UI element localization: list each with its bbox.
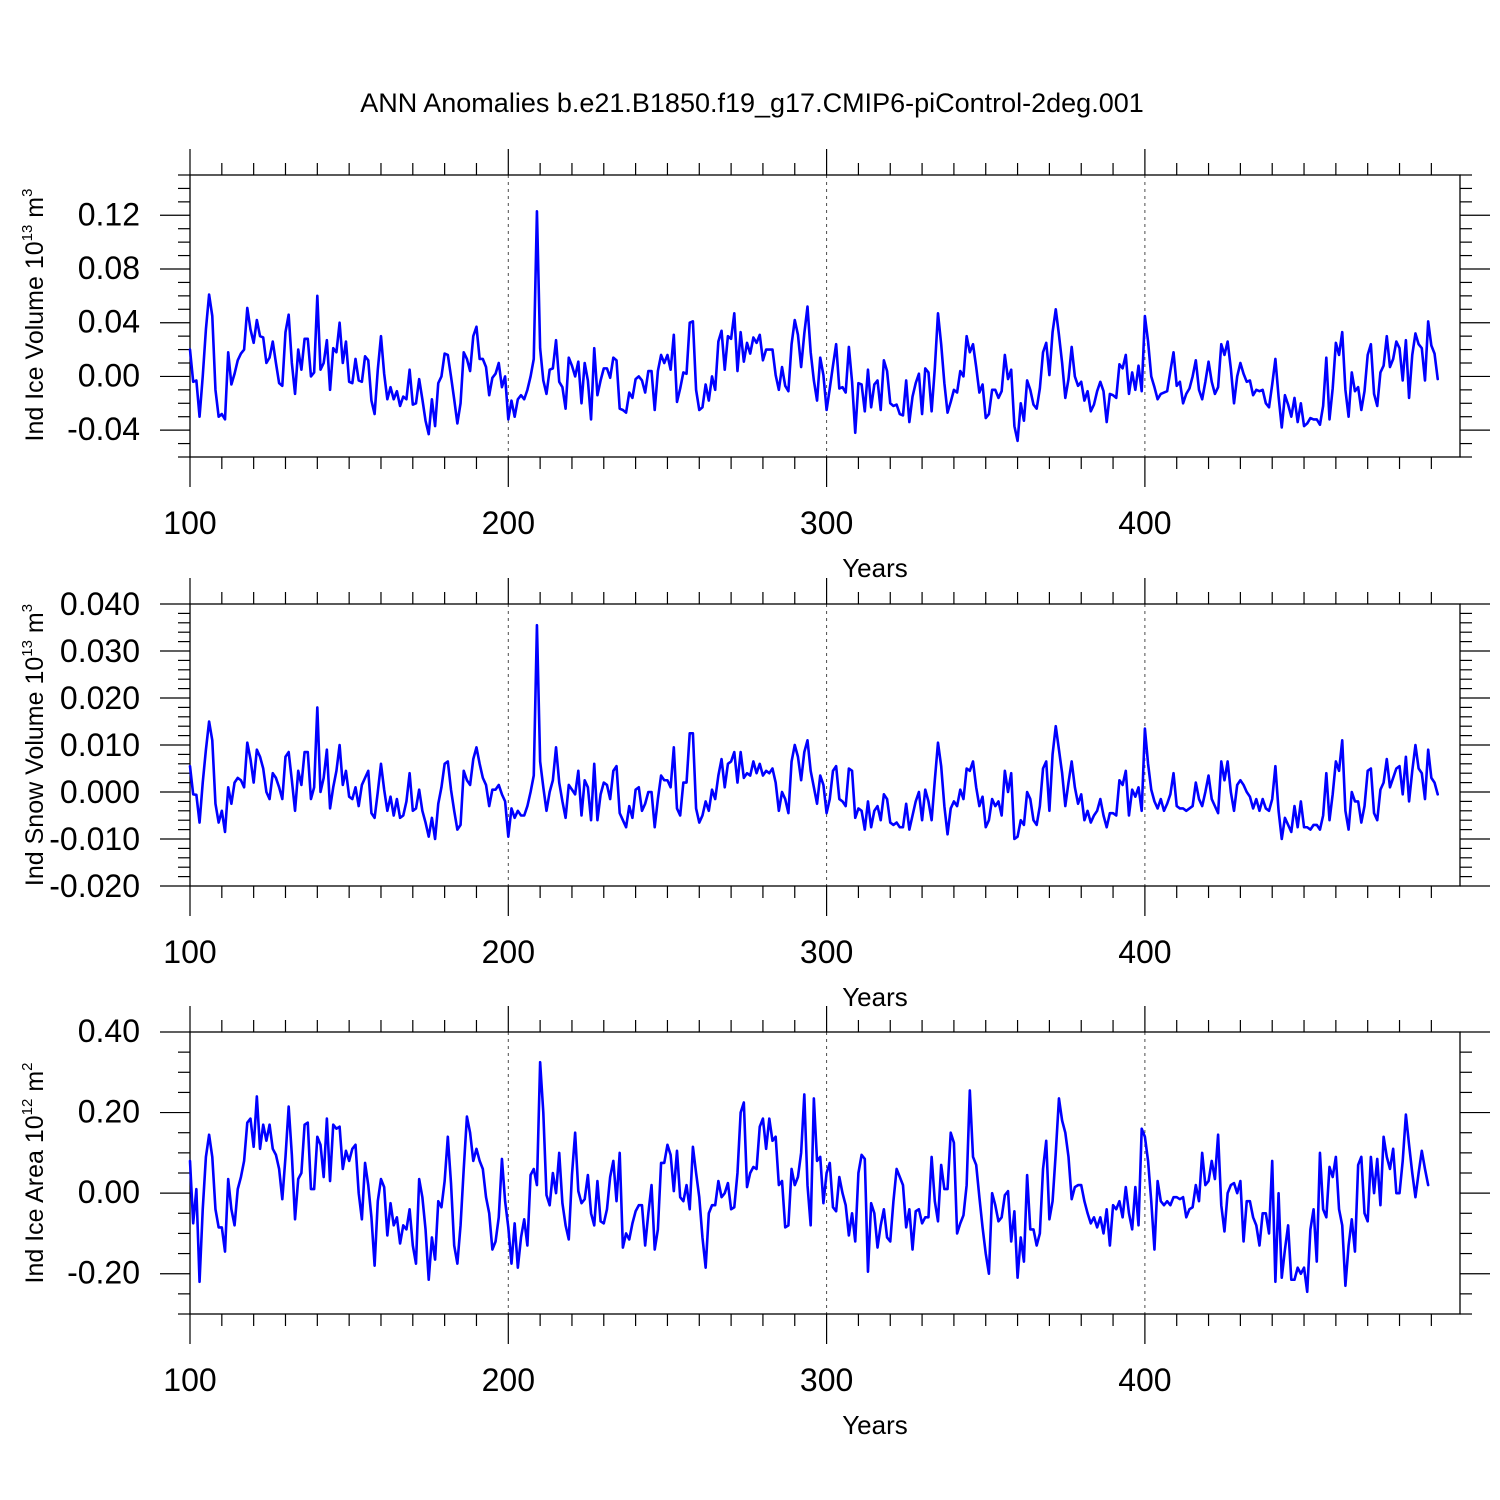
y-tick-label: -0.04: [67, 411, 140, 447]
x-tick-label: 400: [1118, 934, 1171, 970]
y-axis-label: Ind Ice Volume 1013 m3: [19, 189, 49, 442]
y-axis-label-superscript: 13: [19, 640, 36, 657]
x-tick-label: 100: [163, 1362, 216, 1398]
y-tick-label: 0.12: [78, 196, 140, 232]
y-tick-label: 0.00: [78, 357, 140, 393]
series-line: [188, 209, 1440, 443]
x-tick-label: 200: [482, 1362, 535, 1398]
x-tick-label: 200: [482, 505, 535, 541]
x-tick-label: 300: [800, 505, 853, 541]
y-axis-label-text: m: [21, 197, 49, 225]
panel-2: 100 200 300 400 Years -0.020 -0.010 0.000 0.010 0…: [19, 578, 1490, 1012]
panel-1: 100 200 300 400 Years -0.04 0.00 0.04 0.08 0.12 In…: [19, 149, 1490, 583]
series-line: [188, 623, 1440, 841]
y-tick-label: 0.04: [78, 304, 140, 340]
y-axis-label: Ind Ice Area 1012 m2: [19, 1063, 49, 1284]
series-line: [188, 1060, 1430, 1294]
x-tick-label: 200: [482, 934, 535, 970]
y-tick-label: -0.020: [49, 868, 140, 904]
y-tick-label: 0.00: [78, 1174, 140, 1210]
y-axis-label-superscript: 2: [19, 1063, 36, 1071]
x-tick-label: 400: [1118, 1362, 1171, 1398]
y-tick-label: 0.000: [60, 774, 140, 810]
y-axis-label-text: Ind Ice Area 10: [21, 1115, 49, 1283]
x-tick-label: 100: [163, 505, 216, 541]
y-axis-label-text: m: [21, 1071, 49, 1099]
y-axis-label-superscript: 3: [19, 189, 36, 197]
x-tick-label: 300: [800, 934, 853, 970]
y-tick-label: 0.010: [60, 727, 140, 763]
y-axis-label-text: m: [21, 612, 49, 640]
plot-frame: [189, 174, 1461, 458]
x-tick-label: 300: [800, 1362, 853, 1398]
panel-3: 100 200 300 400 Years -0.20 0.00 0.20 0.40 Ind Ic…: [19, 1006, 1490, 1440]
y-tick-label: 0.08: [78, 250, 140, 286]
chart-title: ANN Anomalies b.e21.B1850.f19_g17.CMIP6-…: [360, 88, 1144, 118]
x-axis-label: Years: [842, 1410, 908, 1440]
y-tick-label: -0.010: [49, 821, 140, 857]
x-axis-label: Years: [842, 553, 908, 583]
plot-frame: [189, 603, 1461, 887]
plot-frame: [189, 1031, 1461, 1315]
y-axis-label-text: Ind Ice Volume 10: [21, 241, 49, 441]
y-axis-label: Ind Snow Volume 1013 m3: [19, 604, 49, 886]
y-tick-label: 0.020: [60, 680, 140, 716]
x-tick-label: 400: [1118, 505, 1171, 541]
y-tick-label: 0.20: [78, 1094, 140, 1130]
y-axis-label-superscript: 3: [19, 604, 36, 612]
x-tick-label: 100: [163, 934, 216, 970]
y-tick-label: 0.40: [78, 1013, 140, 1049]
y-axis-label-text: Ind Snow Volume 10: [21, 657, 49, 886]
y-tick-label: 0.040: [60, 586, 140, 622]
y-tick-label: -0.20: [67, 1255, 140, 1291]
y-axis-label-superscript: 13: [19, 225, 36, 242]
x-axis-label: Years: [842, 982, 908, 1012]
y-axis-label-superscript: 12: [19, 1099, 36, 1116]
y-tick-label: 0.030: [60, 633, 140, 669]
